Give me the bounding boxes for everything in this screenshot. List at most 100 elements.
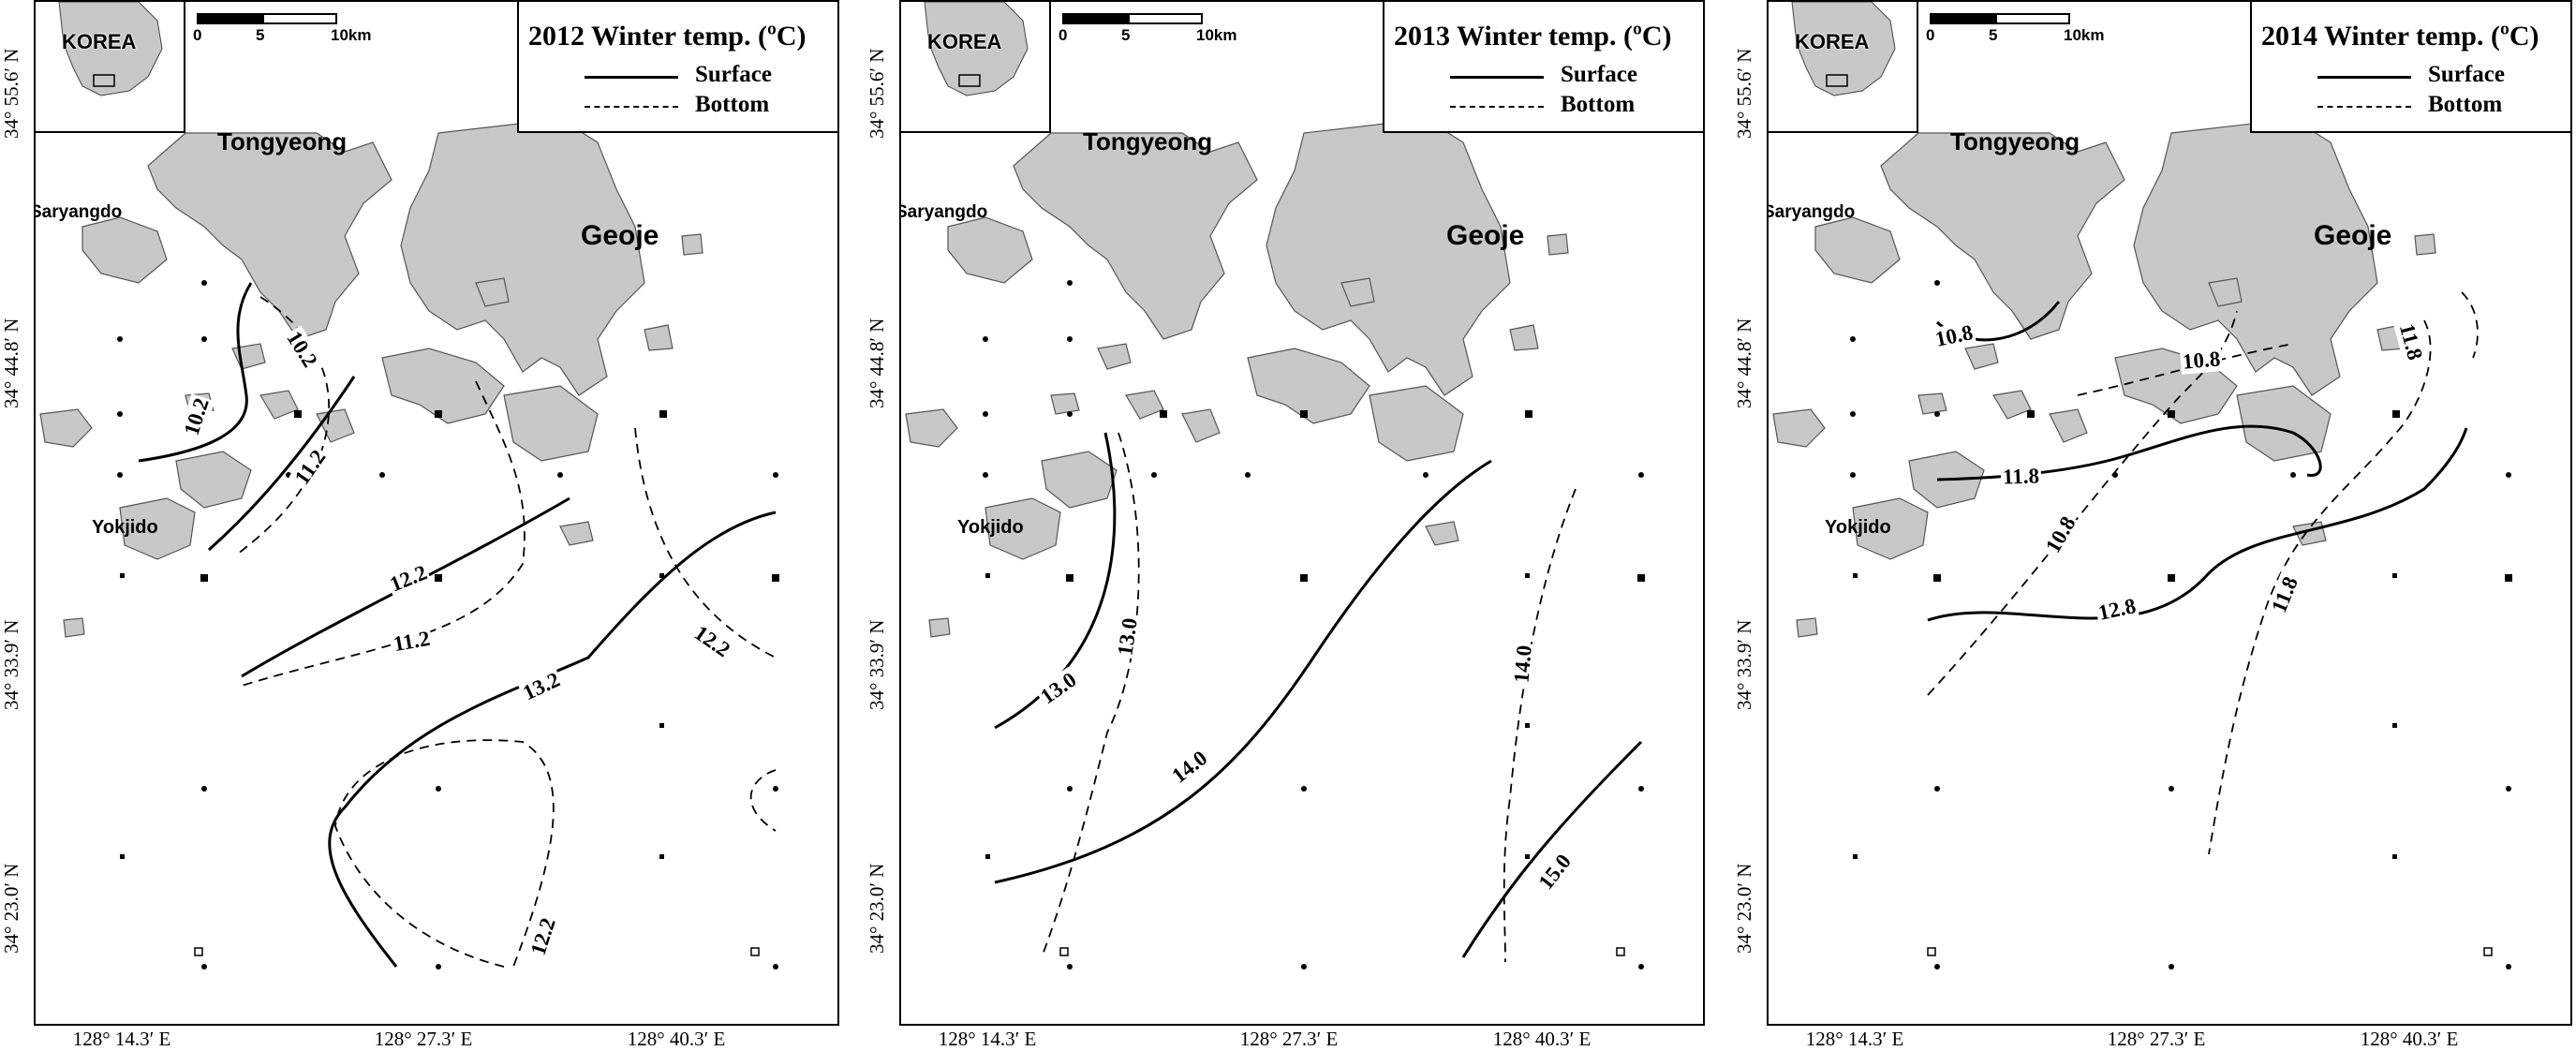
island [1772,408,1826,448]
island [2414,233,2436,256]
isotherm-label: 14.0 [1509,642,1538,687]
scale-tick-5: 5 [1121,26,1131,44]
isotherm-surface [138,282,253,463]
open-square-markers [1059,947,1625,956]
legend-surface-label: Surface [2428,62,2505,87]
saryangdo-island [1814,216,1901,284]
yokjido-island [1852,497,1929,560]
korea-peninsula [1791,2,1896,96]
y-tick-label: 34° 33.9′ N [866,619,888,711]
isotherm-bottom [1503,488,1577,963]
land-layer [905,118,1569,638]
station-marker [1067,280,1073,286]
station-marker [1850,411,1856,417]
station-marker [2392,573,2397,578]
station-marker [772,574,779,582]
legend-bottom: Bottom [2317,92,2570,122]
station-marker [120,854,125,859]
station-marker [1067,411,1073,417]
station-marker [436,786,441,792]
isotherm-label: 11.8 [2000,464,2042,490]
station-markers [117,280,779,970]
korea-peninsula [58,2,163,96]
station-marker [1066,574,1073,582]
station-markers [983,280,1645,970]
isotherm-bottom [749,769,777,832]
scale-segment-white [1995,13,2070,24]
station-marker-open [2483,947,2493,956]
y-tick-label: 34° 55.6′ N [1733,48,1755,140]
station-marker [201,786,207,792]
korea-inset-map: KOREA [901,2,1051,133]
station-marker [201,280,207,286]
isotherm-surface [208,376,356,552]
panel-title: 2012 Winter temp. (ºC) [528,21,807,52]
place-label-tongyeong: Tongyeong [1083,127,1213,155]
station-marker-open [1927,947,1936,956]
island [2236,385,2332,462]
map-canvas [1772,118,2512,970]
legend-bottom: Bottom [585,92,837,122]
inset-label: KOREA [62,30,137,53]
place-label-saryangdo: Saryangdo [34,202,123,222]
station-marker [659,573,664,578]
panel-title: 2014 Winter temp. (ºC) [2261,21,2539,52]
place-label-yokjido: Yokjido [1825,517,1891,538]
isotherm-surface [994,459,1492,884]
geoje-island [2133,118,2378,396]
station-marker [1160,410,1167,418]
scale-tick-10: 10km [2064,26,2105,44]
open-square-markers [194,947,760,956]
island [1247,348,1370,424]
panel-title: 2013 Winter temp. (ºC) [1394,21,1672,52]
station-marker [983,472,988,478]
isotherm-surface [328,511,777,968]
station-marker [201,964,207,970]
station-marker-open [1616,947,1625,956]
island [644,324,674,351]
station-marker [117,411,123,417]
place-label-yokjido: Yokjido [957,517,1024,538]
station-marker [1853,854,1858,859]
island [2049,408,2088,443]
scale-tick-5: 5 [1989,26,1998,44]
station-marker [294,410,302,418]
station-marker [117,472,123,478]
station-marker [2169,786,2174,792]
island [1050,392,1080,415]
island [231,343,266,370]
isotherm-bottom [241,380,526,687]
open-square-markers [1927,947,2493,956]
y-tick-label: 34° 55.6′ N [866,48,888,140]
island [1964,343,1999,370]
station-marker [773,472,778,478]
station-marker [1934,786,1940,792]
island [1547,233,1569,256]
station-marker [2392,854,2397,859]
station-marker [2506,964,2511,970]
x-tick-label: 128° 40.3′ E [627,1028,726,1050]
station-marker [1525,573,1530,578]
station-marker [2290,472,2296,478]
station-marker [1067,336,1073,342]
station-marker [1934,964,1940,970]
island [681,233,703,256]
station-marker [983,336,988,342]
station-marker [1301,786,1307,792]
x-tick-label: 128° 27.3′ E [2107,1028,2206,1050]
island [1369,385,1464,462]
station-marker [773,964,778,970]
station-marker [379,472,385,478]
y-tick-label: 34° 23.0′ N [866,863,888,955]
station-marker [1933,574,1941,582]
legend-surface: Surface [1450,62,1703,92]
tongyeong-land [1880,132,2125,340]
station-marker-open [1059,947,1069,956]
island [1509,324,1539,351]
island [928,617,951,638]
scale-tick-10: 10km [331,26,372,44]
station-marker [1525,854,1530,859]
station-marker [1850,336,1856,342]
station-marker [1638,964,1644,970]
